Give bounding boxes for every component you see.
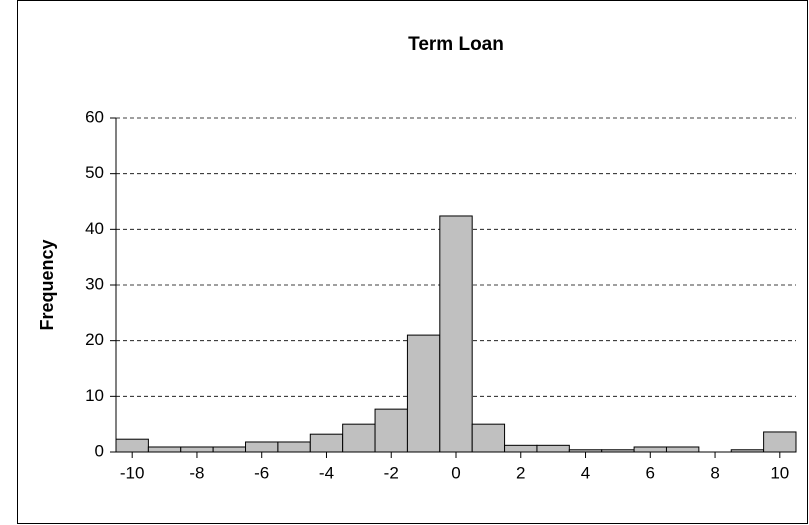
bar: [342, 423, 376, 453]
bar: [665, 446, 700, 453]
bar: [147, 446, 182, 453]
bar: [536, 444, 570, 453]
x-tick-label: 0: [451, 463, 460, 482]
bar: [471, 423, 506, 453]
bar: [115, 438, 149, 453]
bar: [406, 334, 441, 453]
x-tick-label: 2: [516, 463, 525, 482]
y-axis-label: Frequency: [37, 239, 57, 330]
x-tick-label: -4: [319, 463, 334, 482]
bar: [374, 408, 408, 453]
bar: [763, 431, 797, 453]
chart-frame: [17, 0, 808, 524]
y-tick-label: 10: [85, 386, 104, 405]
x-tick-label: 8: [710, 463, 719, 482]
y-tick-label: 50: [85, 163, 104, 182]
x-tick-label: 10: [770, 463, 789, 482]
y-tick-label: 60: [85, 107, 104, 126]
bar: [633, 446, 667, 453]
x-tick-label: -10: [120, 463, 145, 482]
y-tick-label: 0: [95, 441, 104, 460]
y-tick-label: 30: [85, 274, 104, 293]
bar: [439, 215, 473, 453]
x-tick-label: 4: [581, 463, 590, 482]
bar: [277, 441, 311, 453]
x-tick-label: -6: [254, 463, 269, 482]
bar: [309, 433, 344, 453]
x-tick-label: -2: [384, 463, 399, 482]
bar: [180, 446, 214, 453]
y-tick-label: 20: [85, 330, 104, 349]
y-tick-label: 40: [85, 219, 104, 238]
chart-title: Term Loan: [408, 34, 504, 55]
x-tick-label: -8: [189, 463, 204, 482]
bar: [212, 446, 247, 453]
bar: [245, 441, 279, 453]
bar: [504, 444, 538, 453]
x-tick-label: 6: [646, 463, 655, 482]
